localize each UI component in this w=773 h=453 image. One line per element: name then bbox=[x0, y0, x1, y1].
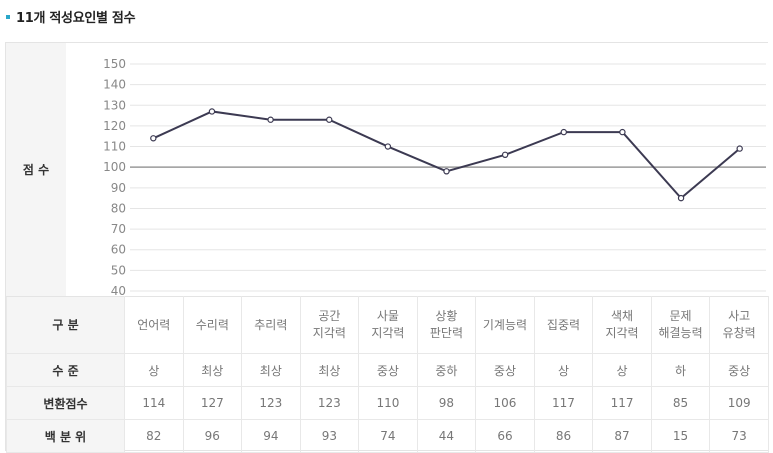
level-cell: 최상 bbox=[299, 353, 360, 387]
section-title: 11개 적성요인별 점수 bbox=[6, 6, 136, 26]
category-cell: 사고 유창력 bbox=[709, 296, 769, 354]
data-point-marker bbox=[384, 143, 392, 150]
score-row-header: 변환점수 bbox=[6, 386, 125, 420]
category-cell: 추리력 bbox=[241, 296, 301, 354]
line-chart-svg: 150 140 130 120 110 100 90 80 70 60 50 40 bbox=[103, 57, 766, 296]
score-cell: 114 bbox=[124, 386, 184, 420]
percentile-cell: 66 bbox=[475, 419, 535, 453]
score-cell: 109 bbox=[709, 386, 769, 420]
score-table-frame: 점 수 150 140 130 120 110 100 90 80 70 60 50 40 구 분 언… bbox=[5, 42, 769, 453]
percentile-cell: 82 bbox=[124, 419, 184, 453]
percentile-cell: 15 bbox=[650, 419, 711, 453]
score-row: 변환점수 114 127 123 123 110 98 106 117 117 85 109 bbox=[6, 386, 769, 420]
level-cell: 중상 bbox=[358, 353, 418, 387]
y-axis-tick-label: 60 bbox=[111, 243, 126, 257]
data-point-marker bbox=[677, 194, 685, 202]
category-cell: 언어력 bbox=[124, 296, 184, 354]
score-cell: 106 bbox=[475, 386, 535, 420]
category-cell: 상황 판단력 bbox=[416, 296, 477, 354]
score-cell: 117 bbox=[533, 386, 594, 420]
percentile-cell: 86 bbox=[533, 419, 594, 453]
y-axis-tick-label: 140 bbox=[103, 78, 126, 92]
level-cell: 중하 bbox=[416, 353, 477, 387]
percentile-cell: 73 bbox=[709, 419, 769, 453]
percentile-cell: 96 bbox=[182, 419, 243, 453]
score-line bbox=[152, 110, 741, 200]
level-row-header: 수 준 bbox=[6, 353, 125, 387]
category-cell: 수리력 bbox=[182, 296, 243, 354]
y-axis-tick-label: 120 bbox=[103, 119, 126, 133]
percentile-row: 백 분 위 82 96 94 93 74 44 66 86 87 15 73 bbox=[6, 419, 769, 453]
percentile-cell: 74 bbox=[358, 419, 418, 453]
score-cell: 117 bbox=[592, 386, 652, 420]
y-axis-tick-label: 40 bbox=[111, 284, 126, 296]
category-cell: 기계능력 bbox=[475, 296, 535, 354]
chart-row-label: 점 수 bbox=[6, 43, 66, 296]
percentile-cell: 87 bbox=[592, 419, 652, 453]
data-point-marker bbox=[326, 116, 333, 123]
y-axis-tick-label: 100 bbox=[103, 160, 126, 174]
section-title-text: 11개 적성요인별 점수 bbox=[16, 10, 136, 26]
level-cell: 상 bbox=[592, 353, 652, 387]
data-point-marker bbox=[208, 108, 216, 115]
line-chart: 150 140 130 120 110 100 90 80 70 60 50 40 bbox=[66, 43, 769, 296]
data-point-marker bbox=[619, 128, 626, 136]
chart-row: 점 수 150 140 130 120 110 100 90 80 70 60 50 40 bbox=[6, 43, 769, 296]
percentile-cell: 93 bbox=[299, 419, 360, 453]
category-cell: 문제 해결능력 bbox=[650, 296, 711, 354]
bullet-icon bbox=[6, 14, 10, 19]
score-cell: 110 bbox=[358, 386, 418, 420]
level-cell: 상 bbox=[533, 353, 594, 387]
percentile-cell: 44 bbox=[416, 419, 477, 453]
level-cell: 상 bbox=[124, 353, 184, 387]
data-point-marker bbox=[736, 145, 743, 152]
data-point-marker bbox=[150, 135, 157, 142]
data-point-marker bbox=[443, 168, 450, 175]
category-cell: 사물 지각력 bbox=[358, 296, 418, 354]
level-cell: 최상 bbox=[241, 353, 301, 387]
category-cell: 색채 지각력 bbox=[592, 296, 652, 354]
data-point-marker bbox=[560, 128, 567, 136]
y-axis-tick-label: 150 bbox=[103, 57, 126, 71]
category-row: 구 분 언어력 수리력 추리력 공간 지각력 사물 지각력 상황 판단력 기계능력 집중력 색채… bbox=[6, 296, 769, 354]
score-cell: 85 bbox=[650, 386, 711, 420]
category-cell: 집중력 bbox=[533, 296, 594, 354]
y-axis-tick-label: 110 bbox=[103, 140, 126, 154]
y-axis-tick-label: 80 bbox=[111, 201, 126, 215]
y-axis-tick-label: 50 bbox=[111, 263, 126, 277]
y-axis-tick-label: 90 bbox=[111, 181, 126, 195]
level-cell: 중상 bbox=[709, 353, 769, 387]
score-cell: 98 bbox=[416, 386, 477, 420]
category-cell: 공간 지각력 bbox=[299, 296, 360, 354]
score-cell: 127 bbox=[182, 386, 243, 420]
data-point-marker bbox=[501, 151, 509, 159]
percentile-row-header: 백 분 위 bbox=[6, 419, 125, 453]
level-cell: 최상 bbox=[182, 353, 243, 387]
score-cell: 123 bbox=[241, 386, 301, 420]
score-cell: 123 bbox=[299, 386, 360, 420]
level-cell: 하 bbox=[650, 353, 711, 387]
percentile-cell: 94 bbox=[241, 419, 301, 453]
category-row-header: 구 분 bbox=[6, 296, 125, 354]
y-axis-tick-label: 70 bbox=[111, 222, 126, 236]
level-cell: 중상 bbox=[475, 353, 535, 387]
score-table: 구 분 언어력 수리력 추리력 공간 지각력 사물 지각력 상황 판단력 기계능력 집중력 색채… bbox=[6, 296, 769, 453]
data-point-marker bbox=[267, 116, 274, 123]
level-row: 수 준 상 최상 최상 최상 중상 중하 중상 상 상 하 중상 bbox=[6, 353, 769, 387]
y-axis-tick-label: 130 bbox=[103, 98, 126, 112]
